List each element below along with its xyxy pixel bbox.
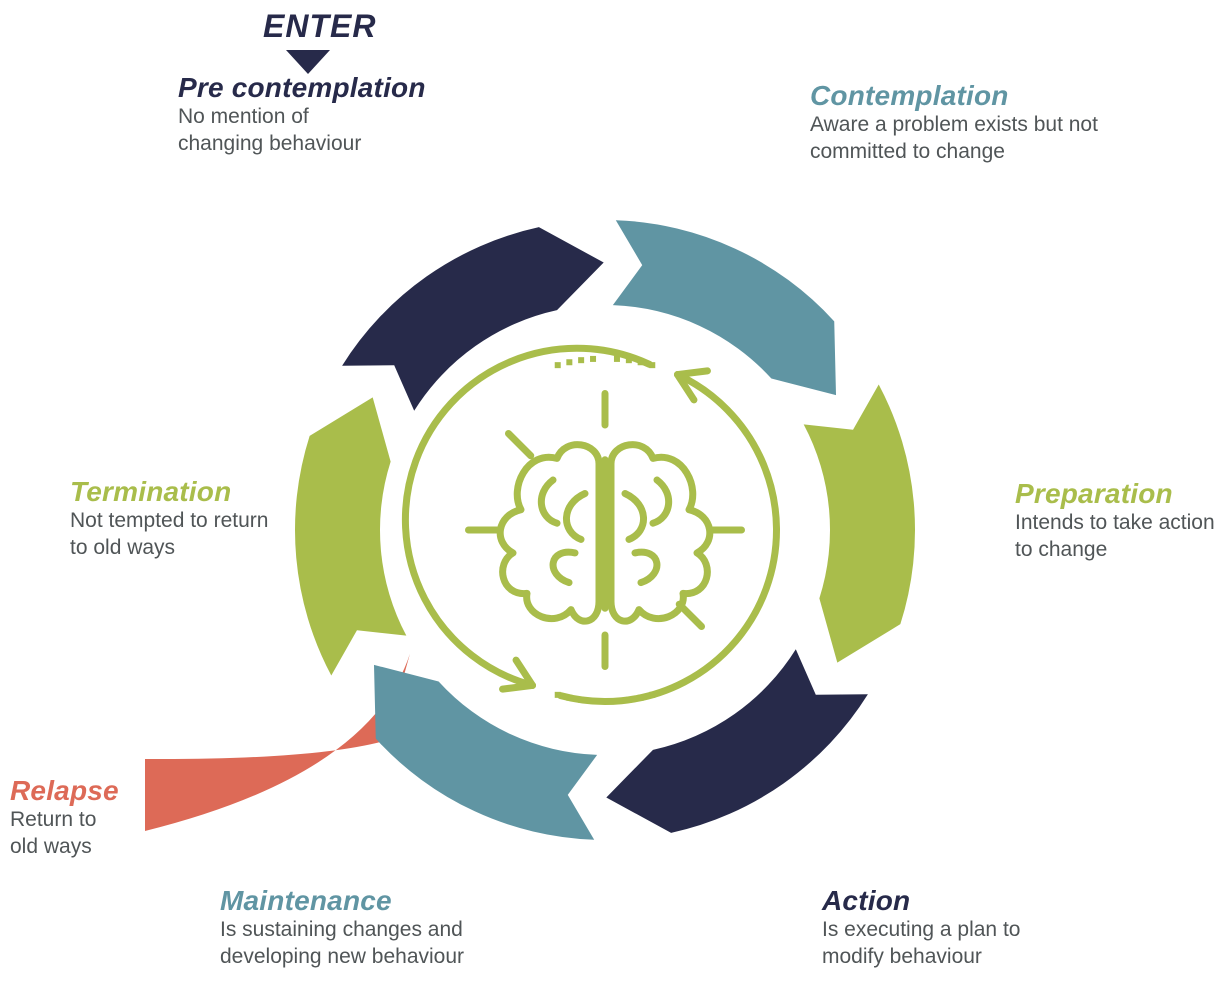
label-contemplation: ContemplationAware a problem exists but … (810, 80, 1098, 166)
label-desc-contemplation: Aware a problem exists but notcommitted … (810, 112, 1098, 166)
label-title-relapse: Relapse (10, 775, 119, 807)
label-title-precontemplation: Pre contemplation (178, 72, 426, 104)
diagram-canvas: ENTER Pre contemplationNo mention ofchan… (0, 0, 1227, 993)
label-relapse: RelapseReturn toold ways (10, 775, 119, 861)
label-desc-preparation: Intends to take actionto change (1015, 510, 1215, 564)
label-precontemplation: Pre contemplationNo mention ofchanging b… (178, 72, 426, 158)
label-maintenance: MaintenanceIs sustaining changes anddeve… (220, 885, 464, 971)
label-title-contemplation: Contemplation (810, 80, 1098, 112)
label-desc-relapse: Return toold ways (10, 807, 119, 861)
label-action: ActionIs executing a plan tomodify behav… (822, 885, 1020, 971)
label-desc-precontemplation: No mention ofchanging behaviour (178, 104, 426, 158)
enter-block: ENTER (263, 8, 376, 45)
label-title-maintenance: Maintenance (220, 885, 464, 917)
label-desc-action: Is executing a plan tomodify behaviour (822, 917, 1020, 971)
label-termination: TerminationNot tempted to returnto old w… (70, 476, 268, 562)
label-title-action: Action (822, 885, 1020, 917)
label-title-preparation: Preparation (1015, 478, 1215, 510)
label-desc-maintenance: Is sustaining changes anddeveloping new … (220, 917, 464, 971)
label-title-termination: Termination (70, 476, 268, 508)
label-desc-termination: Not tempted to returnto old ways (70, 508, 268, 562)
label-preparation: PreparationIntends to take actionto chan… (1015, 478, 1215, 564)
enter-label: ENTER (263, 8, 376, 45)
